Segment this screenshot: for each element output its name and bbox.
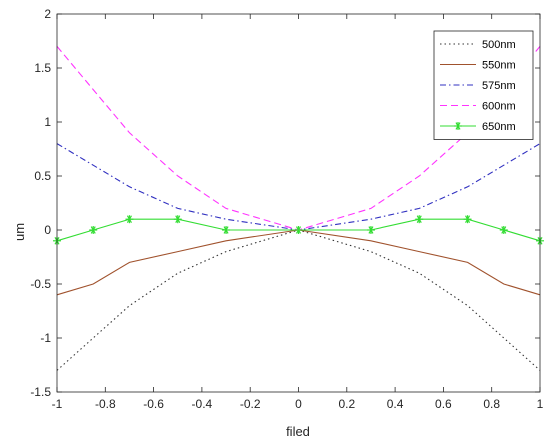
y-tick-label: 0.5 <box>34 169 51 183</box>
legend-label-575nm: 575nm <box>482 80 516 92</box>
x-tick-label: -1 <box>52 397 63 411</box>
y-tick-label: 1.5 <box>34 61 51 75</box>
series-point-650nm <box>463 215 472 224</box>
x-tick-label: -0.4 <box>192 397 213 411</box>
x-tick-label: 0 <box>295 397 302 411</box>
series-point-650nm <box>294 226 303 234</box>
series-point-650nm <box>222 226 231 234</box>
y-tick-label: -1 <box>40 331 51 345</box>
y-tick-label: -1.5 <box>30 385 51 399</box>
axes: -1 -0.8 -0.6 -0.4 -0.2 0 0.2 0.4 0.6 0.8 1-1.5-1-0… <box>30 7 543 411</box>
y-tick-label: 1 <box>44 115 51 129</box>
x-tick-label: 0.6 <box>435 397 452 411</box>
series-point-650nm <box>366 226 375 234</box>
legend-label-650nm: 650nm <box>482 121 516 133</box>
x-axis-label: filed <box>286 424 310 439</box>
x-tick-label: -0.2 <box>240 397 261 411</box>
y-axis-label: um <box>12 223 27 241</box>
x-tick-label: 0.2 <box>338 397 355 411</box>
series-point-650nm <box>499 226 508 234</box>
legend-marker-650nm <box>454 122 462 130</box>
y-tick-label: 2 <box>44 7 51 21</box>
legend-label-500nm: 500nm <box>482 39 516 51</box>
x-tick-label: -0.8 <box>95 397 116 411</box>
series-point-650nm <box>125 215 134 224</box>
x-tick-label: 0.4 <box>387 397 404 411</box>
x-tick-label: 0.8 <box>483 397 500 411</box>
legend-label-600nm: 600nm <box>482 101 516 113</box>
y-tick-label: -0.5 <box>30 277 51 291</box>
series-point-650nm <box>89 226 98 234</box>
y-tick-label: 0 <box>44 223 51 237</box>
series-point-650nm <box>173 215 182 224</box>
x-tick-label: -0.6 <box>143 397 164 411</box>
x-tick-label: 1 <box>537 397 544 411</box>
legend-label-550nm: 550nm <box>482 60 516 72</box>
series-point-650nm <box>415 215 424 224</box>
legend: 500nm 550nm 575nm 600nm 650nm <box>433 30 534 140</box>
